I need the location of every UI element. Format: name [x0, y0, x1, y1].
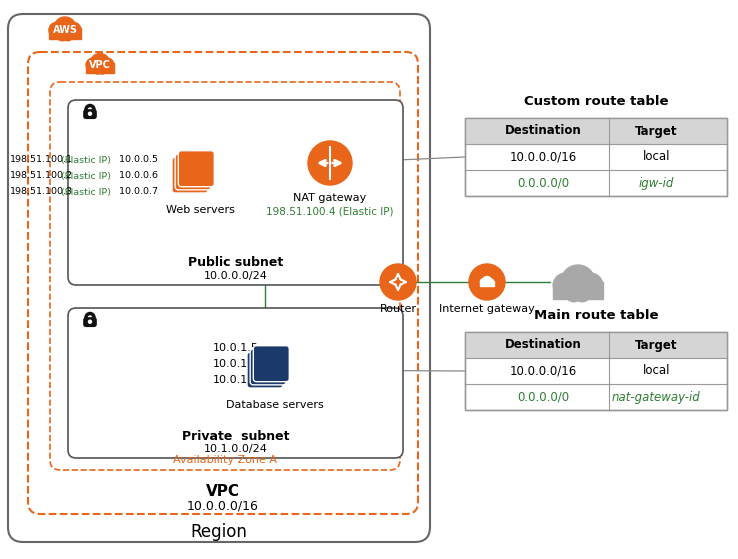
Text: NAT gateway: NAT gateway: [294, 193, 367, 203]
Circle shape: [56, 29, 69, 41]
Text: Private  subnet: Private subnet: [182, 429, 289, 443]
Text: 10.0.0.6: 10.0.0.6: [116, 172, 158, 181]
Text: Router: Router: [379, 304, 416, 314]
Text: 0.0.0.0/0: 0.0.0.0/0: [517, 177, 570, 190]
Circle shape: [308, 141, 352, 185]
Bar: [554, 282, 603, 299]
Text: 0.0.0.0/0: 0.0.0.0/0: [517, 391, 570, 404]
FancyBboxPatch shape: [84, 110, 96, 119]
Circle shape: [91, 54, 109, 73]
Circle shape: [579, 273, 603, 297]
Text: 10.0.0.0/16: 10.0.0.0/16: [187, 500, 259, 513]
Text: AWS: AWS: [52, 25, 77, 35]
FancyBboxPatch shape: [84, 318, 96, 326]
Text: 198.51.100.4 (Elastic IP): 198.51.100.4 (Elastic IP): [266, 206, 394, 216]
Bar: [465, 118, 727, 144]
FancyBboxPatch shape: [68, 308, 403, 458]
Text: 10.0.1.5: 10.0.1.5: [213, 343, 259, 353]
Text: Main route table: Main route table: [534, 309, 658, 322]
FancyBboxPatch shape: [253, 345, 289, 382]
Circle shape: [554, 273, 578, 297]
Text: 10.0.0.0/24: 10.0.0.0/24: [204, 271, 267, 281]
Circle shape: [89, 112, 92, 115]
Text: 10.0.0.7: 10.0.0.7: [116, 187, 158, 197]
Text: Target: Target: [635, 125, 677, 138]
Circle shape: [86, 58, 100, 72]
Text: Web servers: Web servers: [165, 205, 235, 215]
Circle shape: [100, 58, 114, 72]
Text: Public subnet: Public subnet: [188, 257, 283, 269]
Text: VPC: VPC: [89, 60, 111, 70]
Bar: [49, 28, 81, 39]
Text: Destination: Destination: [506, 339, 582, 352]
Text: 198.51.100.3: 198.51.100.3: [10, 187, 73, 197]
Text: 10.0.0.0/16: 10.0.0.0/16: [510, 150, 577, 163]
Circle shape: [469, 264, 505, 300]
Bar: [465, 118, 727, 196]
Circle shape: [483, 281, 489, 286]
Bar: [465, 332, 727, 410]
FancyBboxPatch shape: [250, 349, 286, 385]
FancyBboxPatch shape: [175, 154, 211, 190]
FancyBboxPatch shape: [68, 100, 403, 285]
Text: (Elastic IP): (Elastic IP): [58, 187, 111, 197]
Text: Database servers: Database servers: [226, 400, 324, 410]
Text: local: local: [643, 150, 670, 163]
Text: Region: Region: [190, 523, 247, 541]
Circle shape: [483, 277, 492, 286]
Circle shape: [486, 281, 491, 286]
Bar: [480, 281, 494, 286]
Circle shape: [480, 278, 487, 285]
Text: 10.0.1.7: 10.0.1.7: [213, 375, 259, 385]
FancyBboxPatch shape: [179, 151, 214, 187]
FancyBboxPatch shape: [247, 352, 283, 388]
Circle shape: [54, 17, 76, 39]
Circle shape: [487, 278, 494, 285]
FancyBboxPatch shape: [172, 157, 208, 193]
Circle shape: [97, 63, 108, 74]
Text: VPC: VPC: [206, 485, 240, 500]
Circle shape: [573, 283, 592, 302]
Circle shape: [380, 264, 416, 300]
Circle shape: [49, 22, 65, 38]
Text: 10.1.0.0/24: 10.1.0.0/24: [204, 444, 267, 454]
Text: 10.0.0.5: 10.0.0.5: [116, 155, 158, 164]
Circle shape: [92, 63, 103, 74]
FancyBboxPatch shape: [8, 14, 430, 542]
Text: Internet gateway: Internet gateway: [439, 304, 535, 314]
Bar: [86, 63, 114, 73]
Circle shape: [65, 22, 81, 38]
Text: nat-gateway-id: nat-gateway-id: [612, 391, 700, 404]
Bar: [465, 118, 727, 196]
Text: 198.51.100.2: 198.51.100.2: [10, 172, 73, 181]
Bar: [465, 332, 727, 358]
Text: (Elastic IP): (Elastic IP): [58, 172, 111, 181]
Text: (Elastic IP): (Elastic IP): [58, 155, 111, 164]
Text: Destination: Destination: [506, 125, 582, 138]
Circle shape: [565, 283, 584, 302]
Circle shape: [61, 29, 74, 41]
Text: Target: Target: [635, 339, 677, 352]
Circle shape: [89, 320, 92, 323]
Text: 10.0.1.6: 10.0.1.6: [213, 359, 259, 369]
Text: 198.51.100.1: 198.51.100.1: [10, 155, 73, 164]
Text: igw-id: igw-id: [638, 177, 674, 190]
Text: Custom route table: Custom route table: [524, 95, 668, 108]
Text: 10.0.0.0/16: 10.0.0.0/16: [510, 364, 577, 377]
Circle shape: [561, 265, 595, 299]
Text: Availability Zone A: Availability Zone A: [173, 455, 277, 465]
Bar: [465, 332, 727, 410]
Text: local: local: [643, 364, 670, 377]
